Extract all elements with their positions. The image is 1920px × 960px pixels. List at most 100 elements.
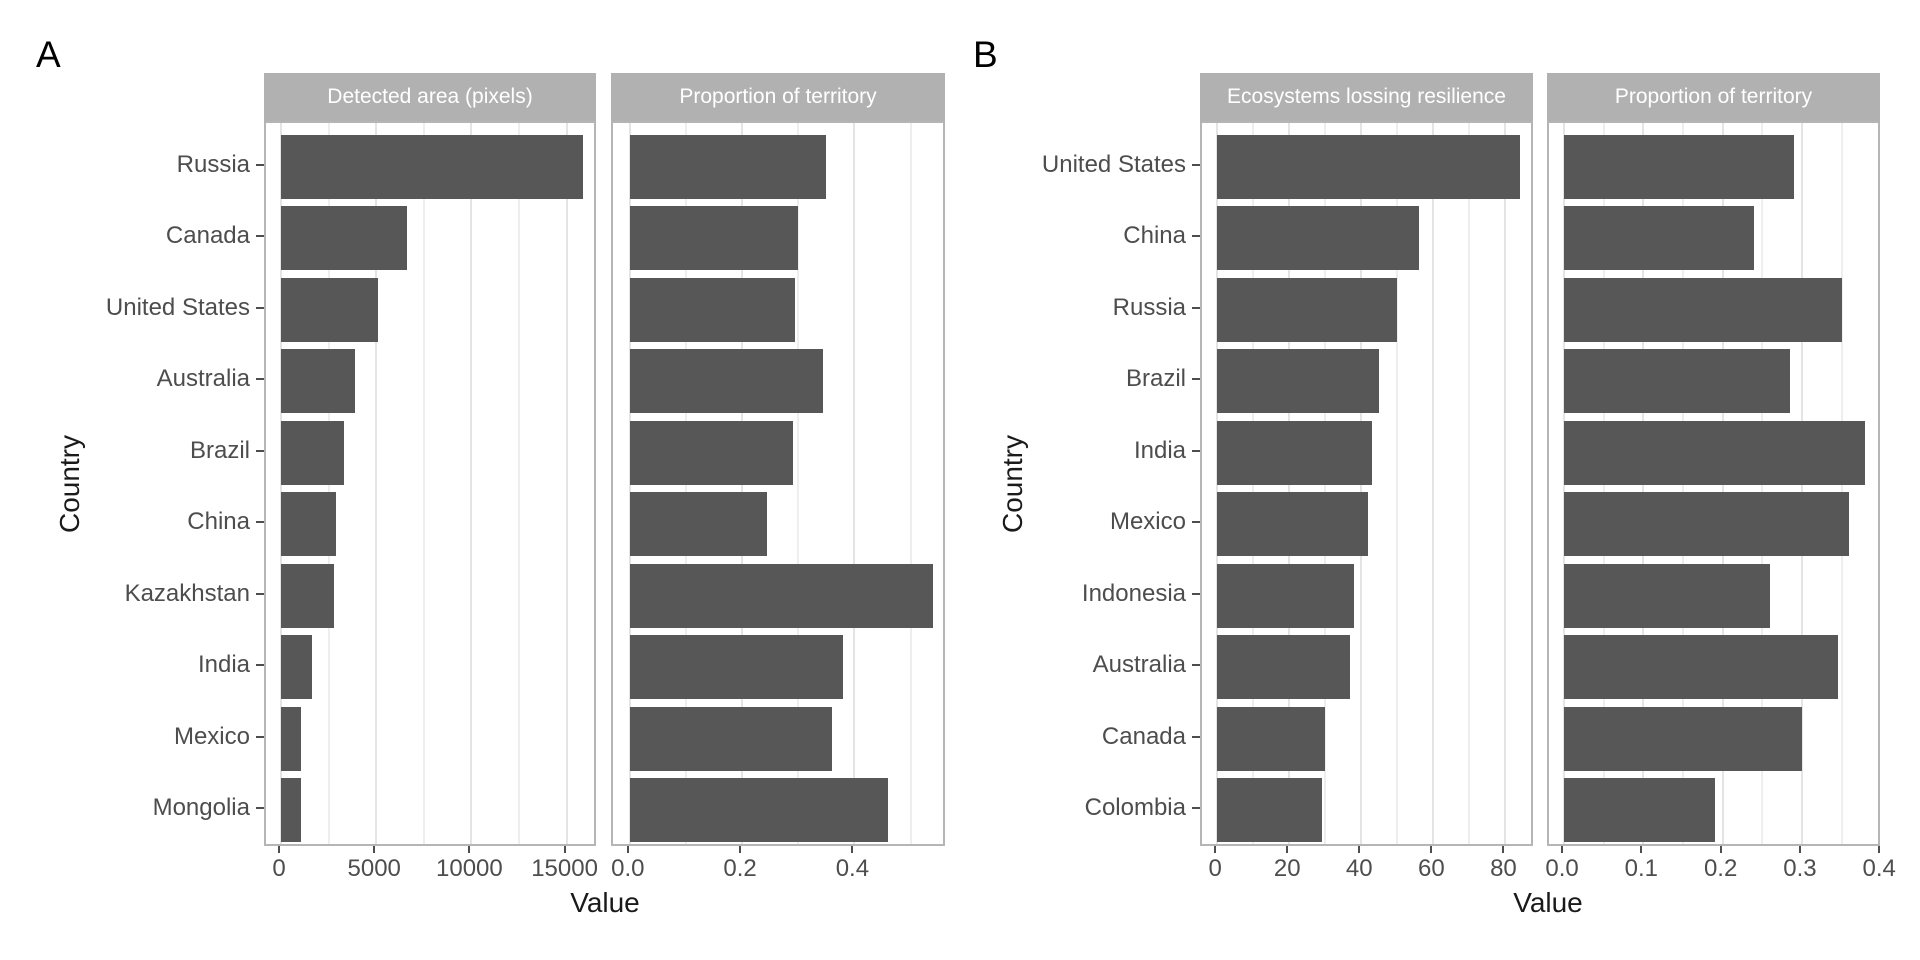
y-tick: [1192, 235, 1200, 237]
plot-panel: [1547, 121, 1880, 846]
bar: [1564, 778, 1715, 842]
bar: [281, 635, 313, 699]
x-tick: [373, 846, 376, 853]
y-tick: [256, 735, 264, 738]
x-tick: [626, 846, 629, 853]
y-tick: [256, 163, 264, 166]
x-tick: [1798, 846, 1801, 853]
x-tick-label: 0.1: [1624, 855, 1659, 882]
x-tick: [851, 846, 854, 853]
x-tick: [1640, 846, 1643, 853]
bar: [281, 277, 379, 342]
facet-strip: Proportion of territory: [611, 73, 945, 121]
bar: [1217, 706, 1326, 771]
y-tick: [1192, 163, 1200, 166]
facet-strip: Detected area (pixels): [264, 73, 596, 121]
x-tick: [278, 846, 281, 853]
facet-strip-title: Ecosystems lossing resilience: [1227, 85, 1506, 108]
y-tick: [1192, 449, 1200, 452]
category-label: Canada: [165, 222, 250, 249]
gridline-major: [853, 123, 856, 844]
category-label: Brazil: [1125, 365, 1186, 392]
bar: [1217, 349, 1380, 413]
gridline-minor: [517, 123, 520, 844]
bar: [1564, 635, 1838, 699]
x-tick-label: 20: [1273, 855, 1301, 882]
category-label: United States: [1041, 150, 1186, 178]
x-tick-label: 60: [1418, 855, 1445, 882]
x-tick: [1430, 846, 1433, 853]
category-label: Mexico: [173, 722, 250, 750]
bar: [1564, 492, 1850, 556]
y-tick: [1192, 521, 1200, 523]
bar: [1217, 277, 1398, 342]
y-tick: [1192, 306, 1200, 309]
category-label: Russia: [1112, 293, 1186, 321]
x-tick-label: 80: [1490, 855, 1517, 882]
x-axis-title-b: Value: [1513, 887, 1583, 918]
category-label: India: [197, 651, 250, 678]
facet-strip-title: Detected area (pixels): [327, 85, 533, 108]
y-tick: [1192, 664, 1200, 666]
gridline-major: [1504, 123, 1507, 844]
category-label: China: [1123, 222, 1186, 249]
bar: [281, 134, 583, 199]
bar: [1564, 349, 1791, 413]
bar: [1564, 134, 1794, 199]
bar: [1217, 420, 1373, 485]
category-label: Kazakhstan: [124, 579, 250, 607]
x-tick: [1358, 846, 1361, 853]
x-tick: [1214, 846, 1217, 853]
gridline-minor: [797, 123, 800, 844]
bar: [1217, 563, 1355, 628]
category-label: United States: [105, 293, 250, 321]
bar: [281, 563, 334, 628]
plot-panel: [264, 121, 596, 846]
x-tick-label: 0: [1208, 855, 1222, 882]
x-tick: [1561, 846, 1564, 853]
bar: [629, 134, 827, 199]
x-tick-label: 0.3: [1783, 855, 1817, 882]
gridline-major: [1432, 123, 1435, 844]
y-tick: [256, 664, 264, 666]
gridline-minor: [1396, 123, 1399, 844]
bar: [281, 706, 302, 771]
panel-label-a: A: [36, 34, 61, 75]
y-tick: [256, 807, 264, 809]
x-tick-label: 0.4: [1862, 855, 1896, 882]
bar: [1564, 563, 1771, 628]
plot-panel: [1200, 121, 1533, 846]
x-tick: [1878, 846, 1881, 853]
facet-strip-title: Proportion of territory: [1614, 85, 1813, 108]
panel-label-b: B: [973, 34, 998, 75]
bar: [629, 206, 799, 270]
x-tick-label: 40: [1345, 855, 1373, 882]
facet-strip: Proportion of territory: [1547, 73, 1880, 121]
y-tick: [256, 592, 264, 595]
category-label: Australia: [1092, 651, 1186, 678]
category-label: Canada: [1101, 722, 1186, 750]
x-tick: [468, 846, 471, 853]
x-tick-label: 0: [272, 855, 286, 882]
x-tick-label: 0.0: [611, 855, 645, 882]
bar: [1564, 206, 1755, 270]
x-axis-title-a: Value: [570, 887, 640, 918]
bar: [1217, 492, 1369, 556]
x-tick-label: 0.2: [1703, 855, 1738, 882]
category-label: Australia: [156, 365, 250, 392]
category-label: Russia: [176, 150, 250, 178]
bar: [629, 635, 844, 699]
x-tick-label: 0.4: [835, 855, 870, 882]
y-tick: [256, 521, 264, 523]
bar: [629, 277, 796, 342]
bar: [281, 206, 408, 270]
x-tick-label: 15000: [531, 855, 598, 882]
bar: [1564, 277, 1842, 342]
y-tick: [1192, 807, 1200, 809]
bar: [629, 778, 889, 842]
bar: [281, 492, 336, 556]
bar: [629, 349, 824, 413]
gridline-major: [565, 123, 568, 844]
x-tick-label: 5000: [347, 855, 401, 882]
